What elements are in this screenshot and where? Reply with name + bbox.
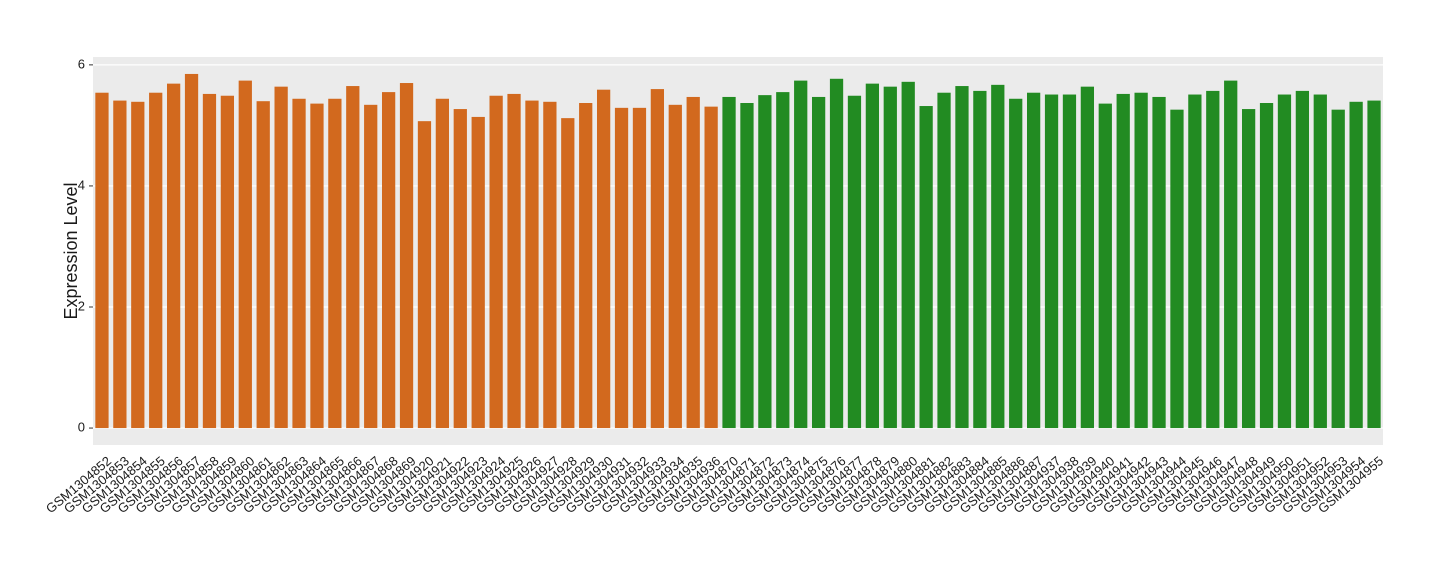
bar: [1206, 90, 1220, 429]
bar: [632, 107, 647, 429]
bar: [202, 93, 217, 429]
bar: [525, 100, 539, 429]
bar: [1098, 103, 1112, 429]
bar: [1170, 109, 1184, 429]
bar: [704, 106, 718, 429]
bar: [1331, 109, 1345, 429]
bar: [919, 106, 933, 429]
bar: [847, 95, 862, 429]
bar: [453, 109, 467, 429]
bar: [811, 96, 826, 429]
bar: [435, 98, 450, 429]
bar: [973, 90, 987, 429]
y-tick-label: 0: [78, 419, 85, 434]
bar: [328, 98, 342, 429]
bar: [1134, 92, 1148, 429]
bar: [381, 92, 396, 429]
bar: [561, 118, 575, 429]
bar: [614, 107, 629, 429]
bar: [1313, 94, 1327, 429]
bar: [1009, 98, 1023, 429]
bar: [292, 98, 306, 429]
bar: [1277, 94, 1292, 429]
bar: [1116, 93, 1130, 429]
bar: [722, 96, 736, 429]
bar: [220, 95, 235, 429]
bar: [955, 86, 969, 429]
bar: [184, 73, 199, 429]
bar: [1259, 103, 1274, 429]
bar: [489, 95, 503, 429]
bar: [668, 104, 682, 429]
bar: [507, 93, 521, 429]
bar: [579, 103, 593, 429]
bar: [1152, 96, 1166, 429]
bar: [113, 100, 127, 429]
bar: [1295, 90, 1310, 429]
bar: [471, 116, 485, 429]
bar: [991, 84, 1005, 429]
bar: [346, 86, 360, 429]
bar: [399, 83, 414, 429]
bar: [310, 103, 324, 429]
bar: [883, 86, 897, 429]
y-axis-title: Expression Level: [61, 182, 81, 319]
bar: [1188, 94, 1202, 429]
bar: [95, 92, 109, 429]
y-tick-label: 4: [78, 177, 85, 192]
bar: [238, 80, 252, 429]
bar: [829, 78, 844, 429]
bar: [650, 89, 665, 429]
bar: [166, 83, 181, 429]
y-tick-label: 2: [78, 298, 85, 313]
bar: [1367, 100, 1381, 429]
bar: [1044, 94, 1059, 429]
bar: [417, 121, 432, 429]
bar: [596, 89, 611, 429]
bar: [901, 81, 915, 429]
bar: [1349, 101, 1363, 429]
bar: [364, 104, 378, 429]
bar: [1241, 109, 1256, 429]
bar: [1062, 94, 1077, 429]
bar: [1224, 80, 1238, 429]
bar: [865, 83, 880, 429]
bar: [776, 92, 790, 429]
bar: [1026, 92, 1041, 429]
bar: [149, 92, 163, 429]
bar: [256, 101, 270, 429]
bar: [937, 92, 951, 429]
bar: [686, 96, 700, 429]
bar: [543, 101, 557, 429]
y-tick-label: 6: [78, 56, 85, 71]
bar: [740, 103, 754, 429]
bar: [131, 101, 145, 429]
bar: [758, 95, 772, 429]
panel: [93, 57, 1383, 445]
bar: [1080, 86, 1095, 429]
bar: [794, 80, 808, 429]
bar: [274, 86, 288, 429]
